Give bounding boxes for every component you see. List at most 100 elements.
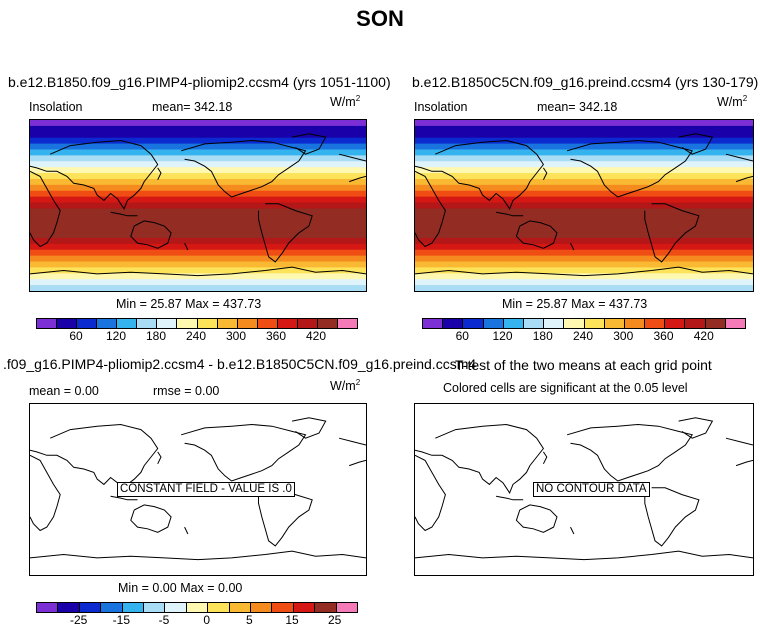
coastline [258, 203, 313, 263]
insolation-band [415, 149, 753, 156]
colorbar-swatch [122, 603, 145, 612]
insolation-band [30, 190, 366, 198]
colorbar-swatch [317, 319, 338, 328]
coastline [157, 451, 162, 465]
coastline [349, 175, 366, 183]
mean-label-top-left: mean= 342.18 [152, 100, 233, 114]
colorbar-swatch [337, 319, 357, 328]
figure-title: SON [356, 6, 404, 31]
rmse-label-bottom-left: rmse = 0.00 [153, 384, 220, 398]
colorbar-tick-label: 300 [613, 329, 634, 343]
colorbar-swatch [165, 603, 187, 612]
insolation-band [415, 285, 753, 291]
insolation-band [30, 125, 366, 133]
coastline [30, 139, 159, 210]
coastline [644, 487, 700, 547]
colorbar-swatch [237, 319, 258, 328]
coastline [566, 423, 694, 482]
coastline [542, 167, 548, 181]
insolation-band [415, 125, 753, 133]
colorbar-tick-label: 360 [265, 329, 287, 343]
coastline [258, 487, 313, 547]
coastline [30, 550, 366, 561]
insolation-band [415, 279, 753, 286]
insolation-band [415, 190, 753, 198]
units-bottom-left: W/m2 [330, 378, 361, 394]
coastline [735, 459, 753, 467]
colorbar-top-left [36, 318, 358, 329]
insolation-band [30, 143, 366, 151]
colorbar-swatch [645, 319, 666, 328]
colorbar-swatch [315, 603, 337, 612]
insolation-band [30, 255, 366, 263]
colorbar-swatch [37, 603, 59, 612]
insolation-band [30, 279, 366, 286]
colorbar-swatch [97, 319, 118, 328]
minmax-bottom-left: Min = 0.00 Max = 0.00 [118, 581, 243, 595]
insolation-band [30, 232, 366, 239]
coastline [415, 170, 446, 248]
insolation-bands-top-left [30, 120, 366, 291]
colorbar-swatch [665, 319, 686, 328]
coastline [735, 175, 753, 183]
coastline [184, 242, 189, 251]
colorbar-swatch [544, 319, 565, 328]
insolation-band [415, 173, 753, 180]
insolation-band [30, 178, 366, 186]
coastline [181, 423, 307, 482]
colorbar-swatch [297, 319, 318, 328]
variable-label-top-right: Insolation [414, 100, 468, 114]
insolation-band [30, 161, 366, 168]
coastline [678, 417, 714, 439]
coastline-bottom-right [415, 417, 753, 561]
insolation-band [415, 161, 753, 168]
coastline [130, 504, 172, 533]
coastline [292, 417, 327, 439]
insolation-band [30, 273, 366, 280]
insolation-band [415, 226, 753, 233]
insolation-band [30, 149, 366, 156]
coastline [496, 495, 524, 501]
colorbar-tick-label: 5 [245, 613, 253, 627]
panel-title-top-right: b.e12.B1850C5CN.f09_g16.preind.ccsm4 (yr… [412, 74, 759, 90]
colorbar-tick-label: 60 [455, 329, 469, 343]
colorbar-tick-label: 120 [492, 329, 513, 343]
coastline [338, 437, 366, 446]
colorbar-swatch [157, 319, 178, 328]
insolation-band [30, 202, 366, 210]
colorbar-tick-label: 360 [653, 329, 674, 343]
mean-label-top-right: mean= 342.18 [537, 100, 618, 114]
insolation-band [415, 232, 753, 239]
variable-label-top-left: Insolation [29, 100, 83, 114]
colorbar-tick-label: 180 [145, 329, 167, 343]
colorbar-tick-label: 0 [203, 613, 210, 627]
colorbar-swatch [208, 603, 230, 612]
colorbar-tick-label: -25 [69, 613, 88, 627]
panel-subtitle-bottom-right: Colored cells are significant at the 0.0… [443, 381, 688, 395]
colorbar-swatch [584, 319, 605, 328]
colorbar-swatch [624, 319, 646, 328]
insolation-band [415, 120, 753, 127]
colorbar-tick-label: 25 [327, 613, 342, 627]
minmax-top-right: Min = 25.87 Max = 437.73 [502, 297, 648, 311]
colorbar-swatch [463, 319, 484, 328]
coastline [515, 504, 558, 533]
colorbar-swatch [293, 603, 316, 612]
colorbar-swatch [523, 319, 545, 328]
insolation-band [30, 237, 366, 245]
insolation-band [30, 285, 366, 291]
coastline [184, 526, 189, 535]
colorbar-swatch [705, 319, 726, 328]
insolation-band [30, 267, 366, 274]
insolation-band [30, 120, 366, 127]
colorbar-tick-label: 60 [69, 329, 83, 343]
coastline [110, 211, 138, 217]
insolation-band [30, 208, 366, 215]
constant-field-message: CONSTANT FIELD - VALUE IS .0 [117, 482, 295, 497]
insolation-band [30, 173, 366, 180]
insolation-band [415, 237, 753, 245]
panel-title-bottom-right: T-test of the two means at each grid poi… [455, 357, 712, 373]
colorbar-tick-label: 120 [105, 329, 127, 343]
coastline [30, 170, 61, 248]
colorbar-tick-label: 240 [572, 329, 594, 343]
